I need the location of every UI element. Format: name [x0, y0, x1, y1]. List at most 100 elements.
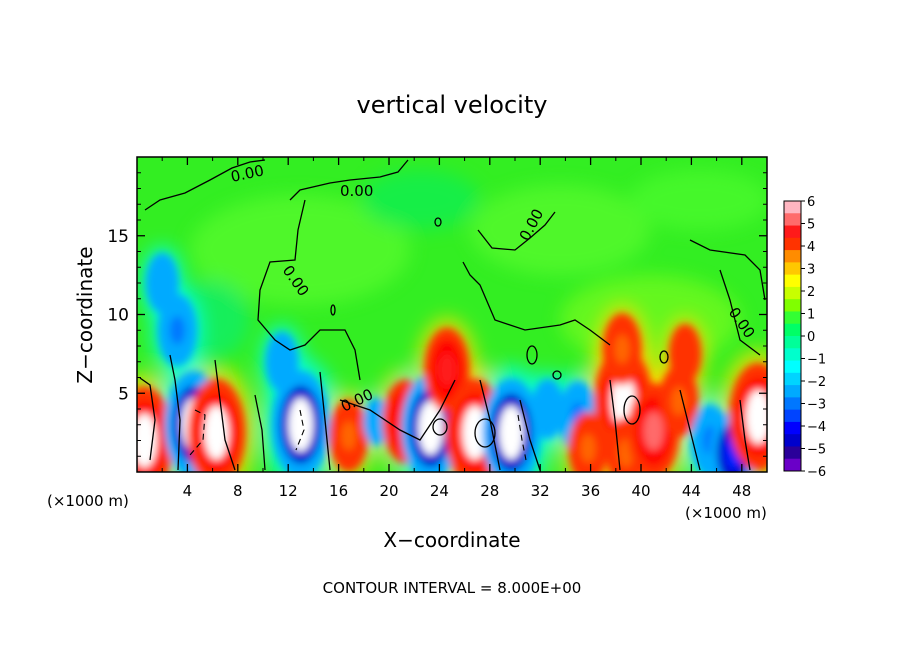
colorbar-tick-label: 2	[807, 285, 815, 300]
x-tick-label: 40	[631, 482, 650, 500]
colorbar-swatch	[784, 237, 801, 251]
y-tick-label: 5	[118, 384, 129, 404]
x-tick-label: 48	[732, 482, 751, 500]
field-blobs-core	[137, 253, 767, 472]
zero-contour-left-3	[214, 359, 236, 471]
x-tick-label: 12	[279, 482, 298, 500]
colorbar-swatch	[784, 397, 801, 411]
field-blob-core	[498, 405, 524, 460]
colorbar-swatch	[784, 409, 801, 423]
field-blob-core	[643, 411, 664, 451]
colorbar-tick-label: 0	[807, 330, 815, 345]
zero-contour-tall-3	[462, 261, 611, 346]
colorbar-tick-label: −6	[807, 465, 826, 480]
field-blob-core	[288, 397, 314, 452]
x-tick-label: 32	[531, 482, 550, 500]
zero-contour-low-right-3	[739, 399, 751, 471]
x-axis-label: X−coordinate	[383, 528, 520, 552]
neg-contour-1	[189, 409, 206, 456]
field-blob-core	[745, 389, 767, 444]
x-tick-label: 20	[379, 482, 398, 500]
field-blob	[145, 253, 179, 313]
colorbar-tick-label: −3	[807, 398, 826, 413]
colorbar-swatch	[784, 250, 801, 263]
x-unit-left: (×1000 m)	[47, 492, 129, 510]
colorbar-swatch	[784, 323, 801, 337]
x-axis: 4 8 12 16 20 24 28 32 36 40 44 48	[161, 157, 751, 500]
x-tick-label: 36	[581, 482, 600, 500]
field-blob-core	[580, 433, 596, 463]
zero-contour-low-mid	[339, 379, 456, 441]
x-unit-right: (×1000 m)	[685, 504, 767, 522]
y-tick-label: 10	[107, 306, 129, 326]
contour-closed-6	[659, 350, 669, 364]
colorbar-swatch	[784, 336, 801, 349]
colorbar-tick-label: 3	[807, 263, 815, 278]
contour-closed-2	[474, 418, 496, 448]
colorbar-swatch	[784, 348, 801, 362]
neg-contour-2	[295, 409, 305, 451]
y-tick-label: 15	[107, 227, 129, 247]
contour-closed-3	[432, 418, 448, 436]
y-axis: 5 10 15	[107, 172, 767, 457]
zero-contour-low-mid-2	[479, 379, 501, 471]
colorbar-tick-label: 1	[807, 308, 815, 323]
zero-contour-tall-1	[257, 199, 361, 381]
zero-contour-left-low	[139, 377, 156, 461]
neg-contour-3	[517, 414, 527, 461]
field-blob-core	[204, 405, 229, 460]
zero-contour-mid	[289, 159, 409, 201]
colorbar-tick-label: 6	[807, 195, 815, 210]
zero-contour-left-5	[319, 371, 331, 471]
colorbar-swatch	[784, 458, 801, 472]
field-blob	[531, 379, 565, 439]
colorbar-tick-label: −1	[807, 353, 826, 368]
field-blob-core	[169, 315, 185, 345]
colorbar-tick-label: 5	[807, 218, 815, 233]
field-blob-core	[341, 421, 357, 451]
contour-closed-1	[623, 395, 641, 425]
contour-label: 0.00	[340, 182, 373, 200]
colorbar-swatch	[784, 201, 801, 214]
plot-area: 0.00 0.00 0.00 0.00 0.00 0.00	[137, 157, 767, 472]
x-tick-label: 4	[183, 482, 193, 500]
colorbar-tick-label: −2	[807, 375, 826, 390]
field-blob	[265, 331, 299, 392]
colorbar-swatch	[784, 372, 801, 386]
field-blob	[668, 323, 702, 384]
colorbar-swatch	[784, 385, 801, 398]
zero-contour-upper	[144, 159, 266, 211]
y-axis-label: Z−coordinate	[73, 246, 97, 383]
colorbar-swatch	[784, 286, 801, 300]
colorbar: 6 5 4 3 2 1 0 −1 −2 −3 −4 −5 −6	[783, 195, 826, 480]
contour-closed-4	[526, 345, 538, 365]
zero-contour-right	[689, 239, 766, 301]
contour-closed-5	[434, 217, 442, 227]
colorbar-swatch	[784, 311, 801, 325]
contour-closed-7	[552, 370, 562, 380]
colorbar-tick-label: −4	[807, 420, 826, 435]
colorbar-tick-label: −5	[807, 443, 826, 458]
zero-contour-right-2	[719, 269, 761, 356]
zero-contour-tall-2	[477, 211, 556, 251]
zero-contour-low-mid-3	[519, 399, 541, 471]
colorbar-swatch	[784, 421, 801, 435]
zero-contour-left-2	[169, 354, 181, 471]
colorbar-tick-label: 4	[807, 240, 815, 255]
zero-contour-low-right-2	[679, 389, 701, 471]
field-blob-core	[137, 413, 157, 468]
colorbar-swatch	[784, 213, 801, 227]
x-tick-label: 44	[682, 482, 701, 500]
zero-contour-left-4	[254, 394, 266, 471]
zero-contour-low-right	[609, 379, 621, 471]
x-tick-label: 24	[430, 482, 449, 500]
colorbar-swatch	[784, 434, 801, 447]
chart-title: vertical velocity	[357, 91, 548, 119]
field-blob-core	[671, 386, 687, 416]
colorbar-swatch	[784, 225, 801, 239]
colorbar-swatch	[784, 446, 801, 460]
colorbar-swatch	[784, 274, 801, 288]
x-tick-label: 28	[480, 482, 499, 500]
contour-lines	[139, 159, 766, 471]
